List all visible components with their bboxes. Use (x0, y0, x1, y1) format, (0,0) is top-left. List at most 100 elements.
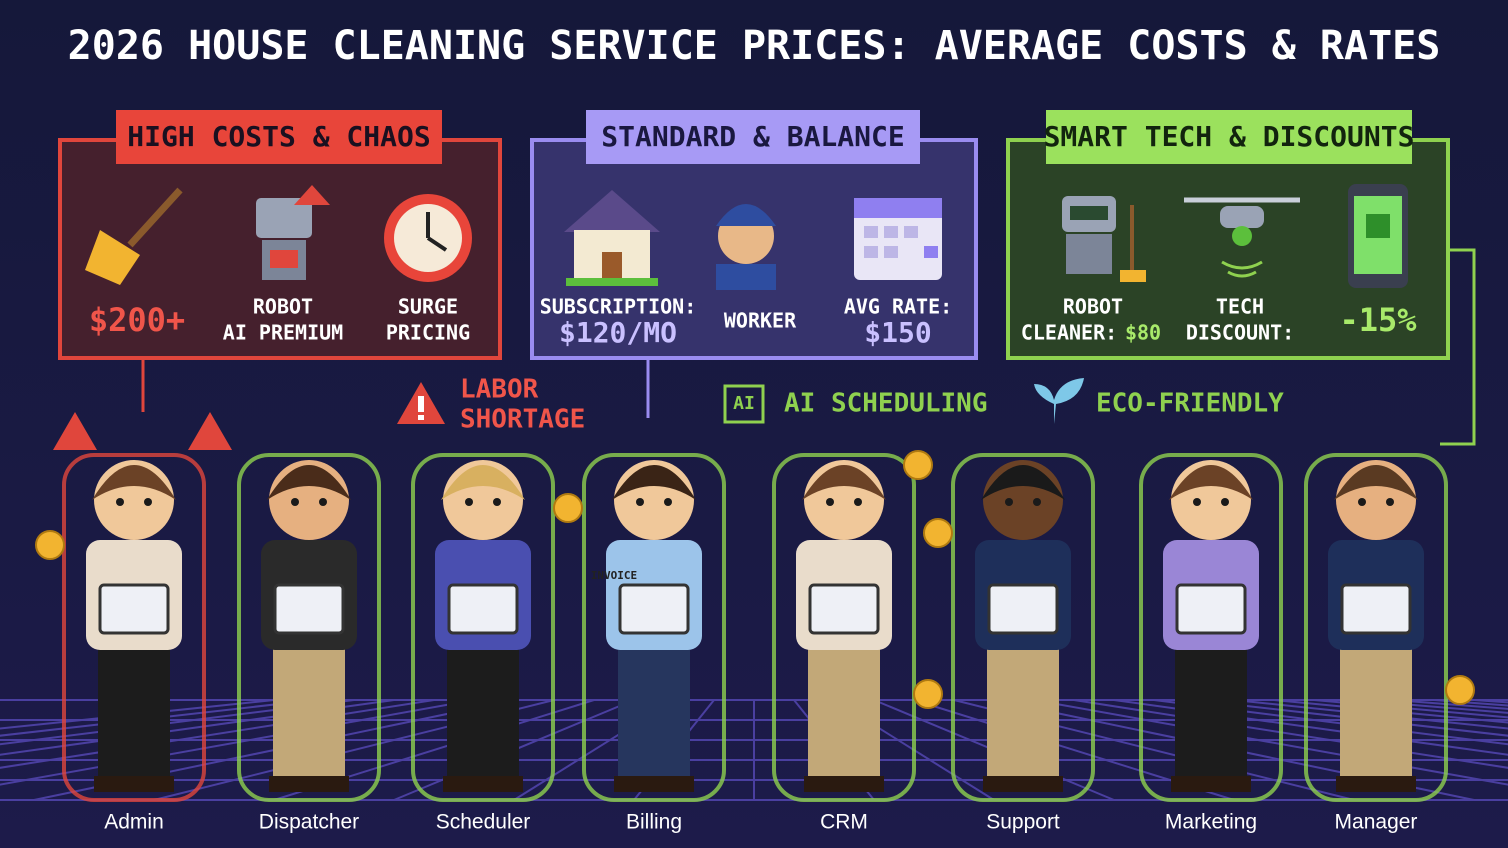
staff: Admin Dispatcher Scheduler Billing CRM Suppor… (35, 450, 1475, 834)
person-shoes (443, 776, 523, 792)
person-device (1340, 583, 1412, 635)
coin (1445, 675, 1475, 705)
ai-chip-label: AI (733, 393, 755, 414)
panel-high-costs (58, 110, 502, 360)
person-eye (1033, 498, 1041, 506)
person-shoes (1171, 776, 1251, 792)
role-label: Scheduler (436, 811, 531, 834)
person-hair (92, 465, 176, 500)
item-text: $120/MO (559, 316, 677, 349)
person-device (987, 583, 1059, 635)
person-shoes (1336, 776, 1416, 792)
person: Scheduler (411, 453, 555, 834)
panel-smart-tech (1006, 110, 1450, 360)
item-text: SUBSCRIPTION: (540, 295, 697, 319)
panel-label: SMART TECH & DISCOUNTS (1044, 120, 1415, 153)
role-label: Support (986, 811, 1060, 834)
person: Billing (582, 453, 726, 834)
coin (35, 530, 65, 560)
person-device (447, 583, 519, 635)
person-glow (411, 453, 555, 802)
title: 2026 HOUSE CLEANING SERVICE PRICES: AVER… (68, 23, 1441, 69)
person-shoes (983, 776, 1063, 792)
person-legs (618, 640, 690, 780)
item-text: AI PREMIUM (223, 321, 343, 345)
person-eye (493, 498, 501, 506)
coin (553, 493, 583, 523)
person-legs (447, 640, 519, 780)
callout-ai: AI SCHEDULING (784, 389, 988, 419)
person-shoes (94, 776, 174, 792)
item-text: DISCOUNT: (1186, 321, 1294, 345)
person: Admin (62, 453, 206, 834)
person-glow (951, 453, 1095, 802)
item-text: $200+ (89, 301, 185, 339)
panel-standard (530, 110, 978, 360)
item-text: CLEANER: (1021, 321, 1117, 345)
person-device (1175, 583, 1247, 635)
person-legs (273, 640, 345, 780)
person-eye (826, 498, 834, 506)
person-device (618, 583, 690, 635)
person-device (98, 583, 170, 635)
coin (923, 518, 953, 548)
person-eye (116, 498, 124, 506)
person-eye (664, 498, 672, 506)
person-glow (1304, 453, 1448, 802)
invoice-label: INVOICE (591, 569, 637, 582)
role-label: Billing (626, 811, 682, 834)
item-value: $80 (1125, 321, 1161, 345)
person-glow (62, 453, 206, 802)
coin (903, 450, 933, 480)
person-eye (319, 498, 327, 506)
person-glow (237, 453, 381, 802)
person-shoes (269, 776, 349, 792)
person-shoes (804, 776, 884, 792)
item-text: PRICING (386, 321, 470, 345)
person: Marketing (1139, 453, 1283, 834)
person-eye (291, 498, 299, 506)
person-hair (612, 465, 696, 500)
person-legs (98, 640, 170, 780)
callout-labor: SHORTAGE (460, 405, 585, 435)
person-legs (808, 640, 880, 780)
person-device (273, 583, 345, 635)
person-eye (854, 498, 862, 506)
floor-line (1033, 699, 1508, 786)
person-hair (802, 465, 886, 500)
person: Support (951, 453, 1095, 834)
connectors (141, 248, 1476, 446)
panel-label: STANDARD & BALANCE (601, 120, 904, 153)
person: Dispatcher (237, 453, 381, 834)
person: CRM (772, 453, 916, 834)
item-text: ROBOT (1063, 295, 1123, 319)
person-hair (267, 465, 351, 500)
person-eye (144, 498, 152, 506)
floor-line (0, 699, 355, 746)
person-hair (441, 465, 525, 500)
floor-line (1153, 699, 1508, 746)
role-label: Dispatcher (259, 811, 359, 834)
item-text: SURGE (398, 295, 458, 319)
person-eye (1221, 498, 1229, 506)
person-eye (636, 498, 644, 506)
person-glow (1139, 453, 1283, 802)
eco-icon (1034, 378, 1084, 424)
item-text: ROBOT (253, 295, 313, 319)
item-text: WORKER (724, 309, 797, 333)
coin (913, 679, 943, 709)
role-label: Marketing (1165, 811, 1257, 834)
floor-line (1313, 699, 1508, 719)
person-hair (1334, 465, 1418, 500)
person-eye (465, 498, 473, 506)
person-hair (981, 465, 1065, 500)
ai-chip (723, 384, 765, 424)
person-legs (1340, 640, 1412, 780)
panel-label: HIGH COSTS & CHAOS (127, 120, 430, 153)
role-label: CRM (820, 811, 868, 834)
role-label: Admin (104, 811, 164, 834)
callout-labor (53, 382, 445, 450)
